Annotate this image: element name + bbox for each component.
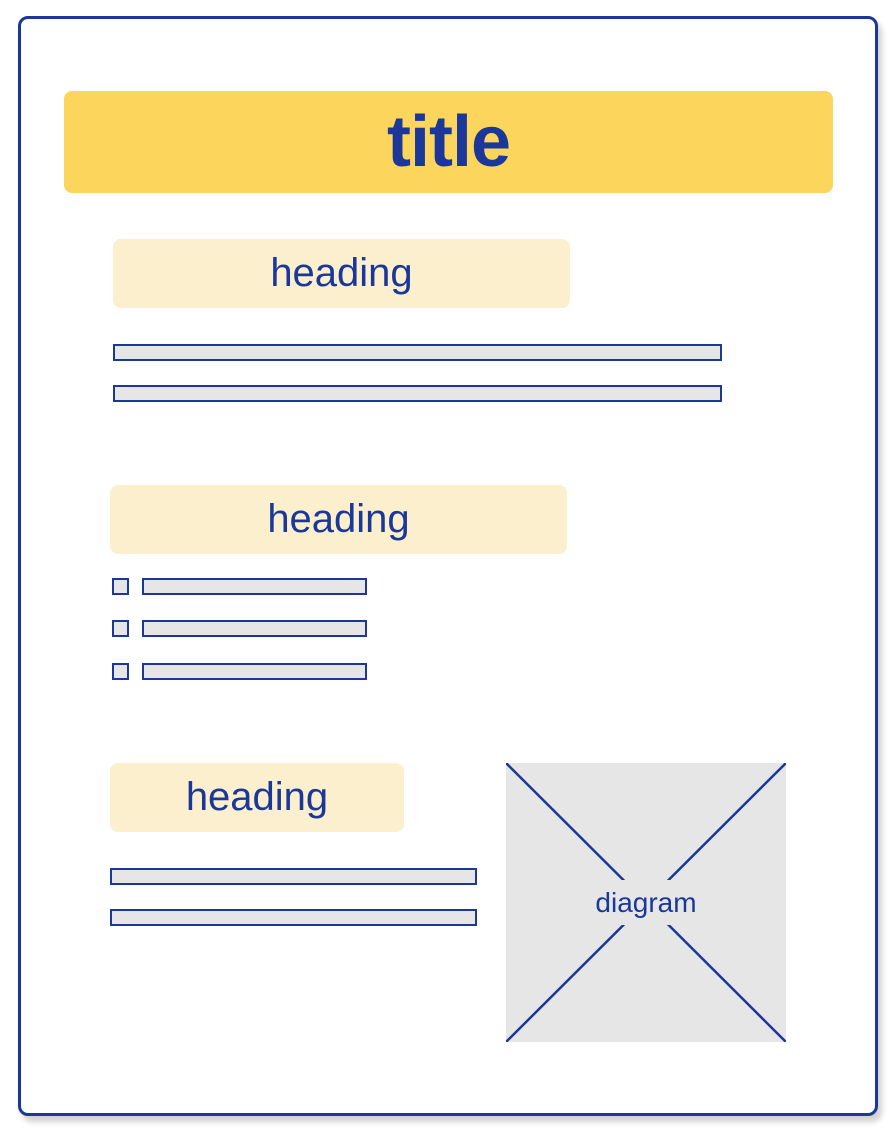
diagram-placeholder: diagram [506, 763, 786, 1042]
bullet-icon [112, 663, 129, 680]
section-1-heading-text: heading [270, 251, 413, 295]
title-block: title [64, 91, 833, 193]
diagram-label: diagram [576, 880, 716, 925]
section-3-heading: heading [110, 763, 404, 832]
text-line-placeholder [113, 385, 722, 402]
page-title: title [386, 102, 511, 182]
section-2-heading-text: heading [267, 497, 410, 541]
text-line-placeholder [110, 868, 477, 885]
list-item-line-placeholder [142, 578, 367, 595]
list-item-line-placeholder [142, 620, 367, 637]
section-3-heading-text: heading [185, 775, 329, 819]
text-line-placeholder [110, 909, 477, 926]
bullet-icon [112, 578, 129, 595]
section-2-heading: heading [110, 485, 567, 554]
text-line-placeholder [113, 344, 722, 361]
bullet-icon [112, 620, 129, 637]
section-1-heading: heading [113, 239, 570, 308]
list-item-line-placeholder [142, 663, 367, 680]
